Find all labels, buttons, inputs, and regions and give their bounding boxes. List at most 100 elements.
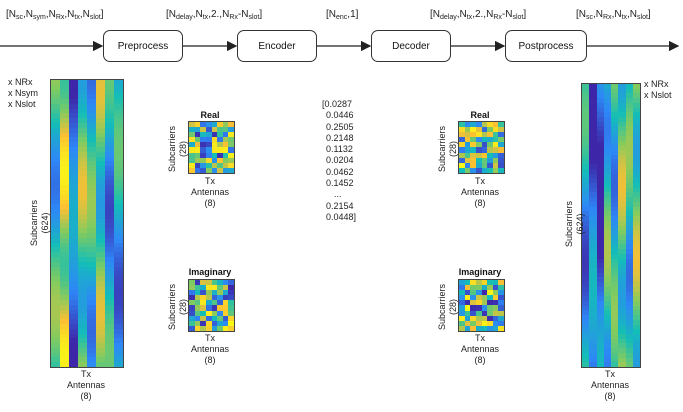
heatmap-cell xyxy=(487,147,493,153)
heatmap-cell xyxy=(69,99,78,104)
real-title-left: Real xyxy=(200,110,220,120)
heatmap-cell xyxy=(582,291,590,297)
heatmap-cell xyxy=(51,209,60,214)
heatmap-cell xyxy=(475,315,482,321)
heatmap-cell xyxy=(618,102,626,108)
heatmap-cell xyxy=(228,310,234,316)
heatmap-cell xyxy=(60,151,69,157)
heatmap-cell xyxy=(582,253,590,259)
heatmap-cell xyxy=(217,290,223,296)
heatmap-cell xyxy=(114,84,123,90)
heatmap-cell xyxy=(470,325,476,331)
heatmap-cell xyxy=(596,150,604,155)
heatmap-cell xyxy=(625,98,633,103)
heatmap-cell xyxy=(625,211,633,217)
heatmap-cell xyxy=(632,319,640,325)
heatmap-cell xyxy=(603,88,611,94)
heatmap-cell xyxy=(475,295,482,301)
heatmap-cell xyxy=(470,315,476,321)
heatmap-cell xyxy=(475,167,482,173)
heatmap-cell xyxy=(78,352,87,358)
heatmap-cell xyxy=(114,199,123,205)
heatmap-cell xyxy=(611,131,619,136)
heatmap-cell xyxy=(114,309,123,315)
heatmap-cell xyxy=(589,230,597,235)
heatmap-cell xyxy=(492,142,499,148)
vector-entry-1: 0.0446 xyxy=(326,110,354,121)
heatmap-cell xyxy=(611,258,619,264)
heatmap-cell xyxy=(96,94,105,100)
heatmap-cell xyxy=(603,249,611,254)
heatmap-cell xyxy=(114,285,123,291)
heatmap-cell xyxy=(114,276,123,281)
heatmap-cell xyxy=(114,300,123,305)
heatmap-cell xyxy=(611,102,619,108)
heatmap-cell xyxy=(582,117,590,122)
heatmap-cell xyxy=(51,328,60,334)
heatmap-cell xyxy=(87,166,96,171)
heatmap-cell xyxy=(96,328,105,334)
heatmap-cell xyxy=(78,328,87,334)
imag-part-heatmap-right xyxy=(458,279,505,332)
heatmap-cell xyxy=(603,201,611,207)
heatmap-cell xyxy=(211,157,218,163)
heatmap-cell xyxy=(69,233,78,238)
heatmap-cell xyxy=(114,180,123,186)
heatmap-cell xyxy=(582,135,590,141)
heatmap-cell xyxy=(87,190,96,195)
heatmap-cell xyxy=(78,280,87,286)
heatmap-cell xyxy=(114,151,123,157)
heatmap-cell xyxy=(611,112,619,118)
heatmap-cell xyxy=(618,282,626,287)
heatmap-cell xyxy=(222,162,229,168)
heatmap-cell xyxy=(69,323,78,329)
heatmap-cell xyxy=(60,237,69,243)
heatmap-cell xyxy=(60,352,69,358)
heatmap-cell xyxy=(603,140,611,146)
heatmap-cell xyxy=(603,244,611,250)
heatmap-cell xyxy=(194,122,201,128)
heatmap-cell xyxy=(603,164,611,169)
heatmap-cell xyxy=(582,282,590,287)
heatmap-cell xyxy=(603,84,611,89)
heatmap-cell xyxy=(96,80,105,85)
heatmap-cell xyxy=(589,197,597,202)
heatmap-cell xyxy=(475,132,482,138)
heatmap-cell xyxy=(228,152,234,158)
heatmap-cell xyxy=(582,140,590,146)
heatmap-cell xyxy=(51,319,60,324)
heatmap-cell xyxy=(87,233,96,238)
heatmap-cell xyxy=(87,103,96,109)
heatmap-cell xyxy=(618,107,626,113)
heatmap-cell xyxy=(87,290,96,296)
heatmap-cell xyxy=(211,132,218,138)
heatmap-cell xyxy=(87,276,96,281)
heatmap-cell xyxy=(603,178,611,184)
real-part-heatmap-right xyxy=(458,121,505,174)
heatmap-cell xyxy=(459,132,465,138)
heatmap-cell xyxy=(96,271,105,277)
heatmap-cell xyxy=(217,147,223,153)
heatmap-cell xyxy=(194,142,201,148)
heatmap-cell xyxy=(69,185,78,191)
heatmap-cell xyxy=(632,88,640,94)
heatmap-cell xyxy=(582,206,590,212)
heatmap-cell xyxy=(632,140,640,146)
heatmap-cell xyxy=(96,180,105,186)
heatmap-cell xyxy=(189,152,195,158)
heatmap-cell xyxy=(105,233,114,238)
heatmap-cell xyxy=(211,325,218,331)
multiplier-nrx: x NRx xyxy=(8,77,33,87)
heatmap-cell xyxy=(582,277,590,283)
heatmap-cell xyxy=(582,93,590,99)
heatmap-cell xyxy=(618,286,626,292)
heatmap-cell xyxy=(205,285,212,291)
heatmap-cell xyxy=(582,102,590,108)
heatmap-cell xyxy=(211,300,218,306)
heatmap-cell xyxy=(603,277,611,283)
heatmap-cell xyxy=(189,280,195,286)
heatmap-cell xyxy=(114,237,123,243)
heatmap-cell xyxy=(51,103,60,109)
heatmap-cell xyxy=(69,146,78,152)
